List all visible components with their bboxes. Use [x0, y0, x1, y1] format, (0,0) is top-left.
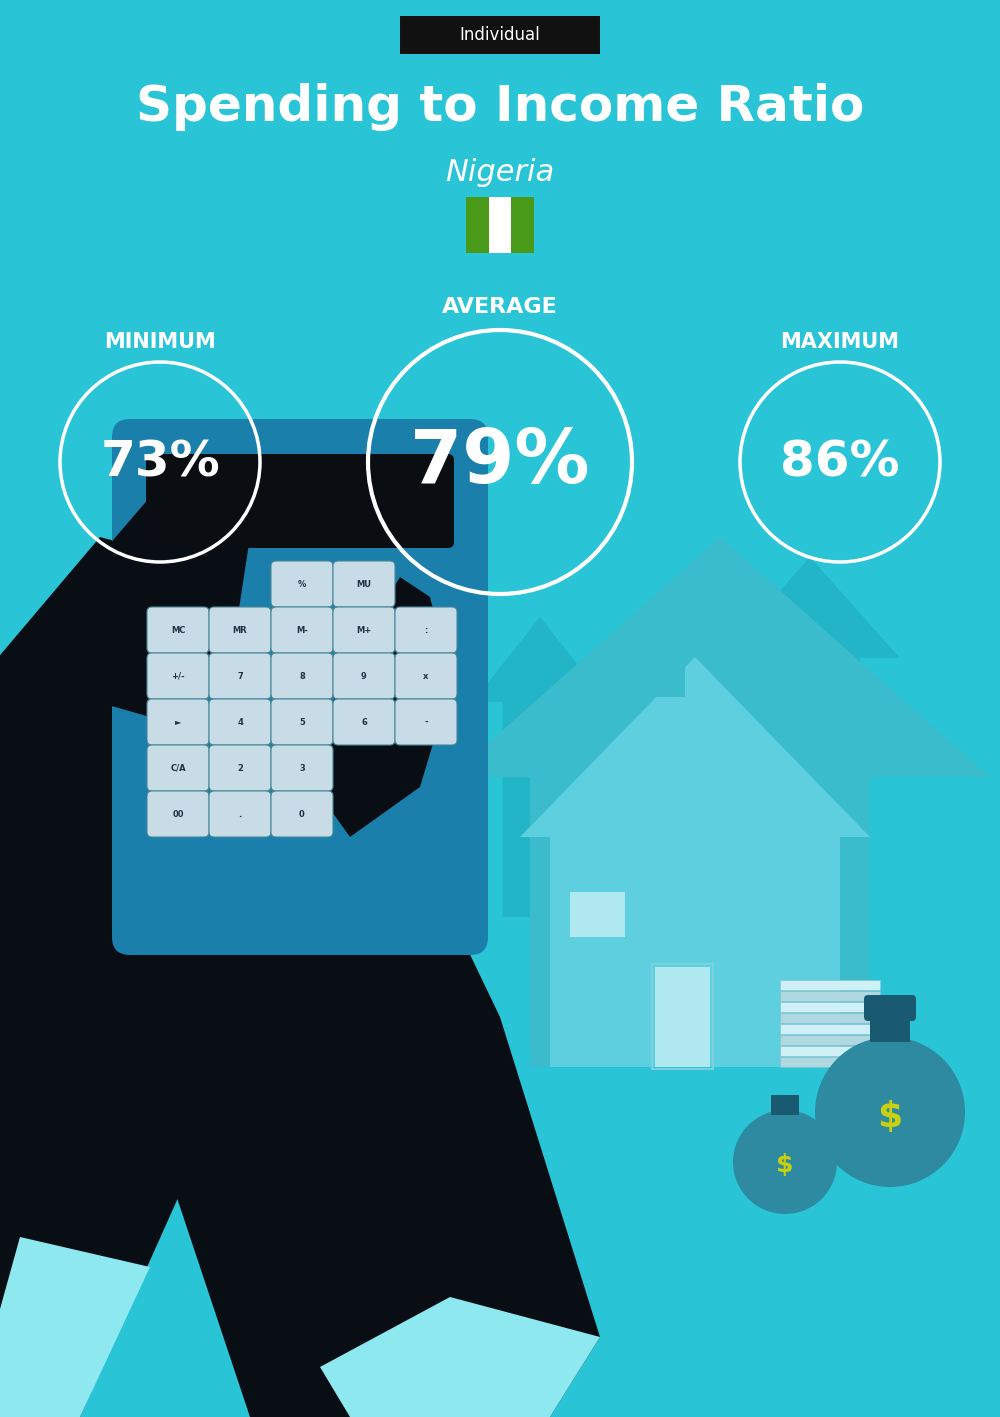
- Text: $: $: [877, 1100, 903, 1134]
- Bar: [655, 966, 710, 1067]
- Text: +/-: +/-: [171, 672, 185, 680]
- Polygon shape: [450, 537, 990, 777]
- FancyBboxPatch shape: [209, 606, 271, 653]
- Text: M-: M-: [296, 625, 308, 635]
- Text: MU: MU: [356, 580, 371, 588]
- Text: MC: MC: [171, 625, 185, 635]
- FancyBboxPatch shape: [209, 653, 271, 699]
- Bar: [780, 1034, 880, 1044]
- Text: MAXIMUM: MAXIMUM: [780, 332, 900, 351]
- Bar: [466, 197, 489, 254]
- Polygon shape: [0, 537, 250, 1417]
- Bar: [652, 964, 713, 1068]
- Polygon shape: [370, 577, 440, 667]
- Polygon shape: [473, 616, 608, 917]
- Text: 0: 0: [299, 809, 305, 819]
- FancyBboxPatch shape: [209, 791, 271, 837]
- Text: MR: MR: [233, 625, 247, 635]
- Text: 9: 9: [361, 672, 367, 680]
- Bar: [870, 1015, 910, 1041]
- Bar: [780, 1046, 880, 1056]
- FancyBboxPatch shape: [333, 699, 395, 745]
- FancyBboxPatch shape: [395, 699, 457, 745]
- Polygon shape: [150, 737, 600, 1417]
- Text: 5: 5: [299, 717, 305, 727]
- Bar: [780, 990, 880, 1000]
- FancyBboxPatch shape: [147, 606, 209, 653]
- Bar: [780, 1002, 880, 1012]
- Text: 79%: 79%: [410, 425, 590, 499]
- Text: 8: 8: [299, 672, 305, 680]
- FancyBboxPatch shape: [271, 561, 333, 606]
- Text: :: :: [424, 625, 428, 635]
- FancyBboxPatch shape: [147, 745, 209, 791]
- Bar: [780, 1013, 880, 1023]
- Bar: [780, 1024, 880, 1034]
- Polygon shape: [280, 667, 380, 937]
- FancyBboxPatch shape: [395, 606, 457, 653]
- Bar: [650, 642, 685, 697]
- Text: $: $: [776, 1153, 794, 1178]
- Bar: [511, 197, 534, 254]
- FancyBboxPatch shape: [209, 699, 271, 745]
- FancyBboxPatch shape: [146, 453, 454, 548]
- FancyBboxPatch shape: [271, 699, 333, 745]
- Bar: [489, 197, 511, 254]
- Text: 00: 00: [172, 809, 184, 819]
- Text: 6: 6: [361, 717, 367, 727]
- Text: ►: ►: [175, 717, 181, 727]
- Text: Individual: Individual: [460, 26, 540, 44]
- Text: AVERAGE: AVERAGE: [442, 298, 558, 317]
- Text: 7: 7: [237, 672, 243, 680]
- Text: 3: 3: [299, 764, 305, 772]
- Text: 86%: 86%: [780, 438, 900, 486]
- Bar: [550, 832, 840, 1067]
- FancyBboxPatch shape: [147, 699, 209, 745]
- FancyBboxPatch shape: [271, 745, 333, 791]
- FancyBboxPatch shape: [333, 561, 395, 606]
- FancyBboxPatch shape: [864, 995, 916, 1022]
- Polygon shape: [0, 1237, 150, 1417]
- Circle shape: [733, 1110, 837, 1214]
- Bar: [780, 1057, 880, 1067]
- FancyBboxPatch shape: [395, 653, 457, 699]
- Text: 2: 2: [237, 764, 243, 772]
- Bar: [780, 981, 880, 990]
- Polygon shape: [300, 616, 450, 837]
- Text: x: x: [423, 672, 429, 680]
- Text: M+: M+: [356, 625, 372, 635]
- Polygon shape: [720, 557, 900, 897]
- Text: C/A: C/A: [170, 764, 186, 772]
- FancyBboxPatch shape: [271, 791, 333, 837]
- Circle shape: [815, 1037, 965, 1187]
- FancyBboxPatch shape: [333, 606, 395, 653]
- Text: .: .: [238, 809, 242, 819]
- Text: Nigeria: Nigeria: [445, 157, 555, 187]
- FancyBboxPatch shape: [112, 419, 488, 955]
- Text: -: -: [424, 717, 428, 727]
- Text: Spending to Income Ratio: Spending to Income Ratio: [136, 84, 864, 130]
- FancyBboxPatch shape: [271, 653, 333, 699]
- FancyBboxPatch shape: [333, 653, 395, 699]
- Polygon shape: [520, 657, 870, 837]
- Text: 73%: 73%: [100, 438, 220, 486]
- FancyBboxPatch shape: [271, 606, 333, 653]
- FancyBboxPatch shape: [400, 16, 600, 54]
- Text: %: %: [298, 580, 306, 588]
- Text: MINIMUM: MINIMUM: [104, 332, 216, 351]
- Bar: [530, 767, 870, 1067]
- FancyBboxPatch shape: [147, 653, 209, 699]
- FancyBboxPatch shape: [209, 745, 271, 791]
- Polygon shape: [80, 468, 250, 717]
- Polygon shape: [320, 1297, 600, 1417]
- Bar: [570, 891, 625, 937]
- Bar: [771, 1095, 799, 1115]
- Text: 4: 4: [237, 717, 243, 727]
- FancyBboxPatch shape: [147, 791, 209, 837]
